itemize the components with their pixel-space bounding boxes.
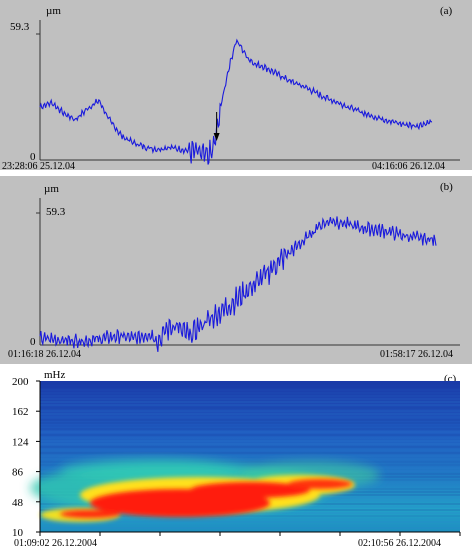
panel-b-background xyxy=(0,176,472,364)
spectrogram-ytick-label: 86 xyxy=(12,467,24,479)
panel-b-ytick-bottom: 0 xyxy=(30,336,36,348)
panel-b-label: (b) xyxy=(440,181,453,193)
spectrogram-ytick-label: 162 xyxy=(12,406,29,418)
arrow-head xyxy=(213,133,220,141)
panel-a-ylabel: µm xyxy=(46,5,61,17)
panel-a-ytick-bottom: 0 xyxy=(30,151,36,163)
spectrogram-ytick-label: 48 xyxy=(12,497,24,509)
panel-b-ylabel: µm xyxy=(44,183,59,195)
panel-b-ytick-top: 59.3 xyxy=(46,206,66,218)
panel-c-x-end: 02:10:56 26.12.2004 xyxy=(358,538,441,549)
panel-a-label: (a) xyxy=(440,5,453,17)
spectrogram-ytick-label: 124 xyxy=(12,436,29,448)
panel-c-x-start: 01:09:02 26.12.2004 xyxy=(14,538,97,549)
panel-a-series-line xyxy=(39,38,433,165)
panel-c-x-ticks xyxy=(39,532,461,536)
panel-a-background xyxy=(0,0,472,170)
panel-b-x-start: 01:16:18 26.12.04 xyxy=(8,349,81,360)
panel-b-series-line xyxy=(39,216,437,352)
panel-b-x-end: 01:58:17 26.12.04 xyxy=(380,349,453,360)
spectrogram-ytick-label: 200 xyxy=(12,376,29,388)
spectrogram-ytick-label: 10 xyxy=(12,527,24,539)
panel-a-ytick-top: 59.3 xyxy=(10,21,30,33)
panel-c-ylabel: mHz xyxy=(44,369,66,381)
panel-c-spectrogram xyxy=(30,381,460,532)
panel-a-x-start: 23:28:06 25.12.04 xyxy=(2,161,75,172)
panel-a-arrow xyxy=(213,112,220,141)
panel-a-x-end: 04:16:06 26.12.04 xyxy=(372,161,445,172)
panel-c-y-ticks: 200 162 124 86 48 10 xyxy=(12,376,40,539)
